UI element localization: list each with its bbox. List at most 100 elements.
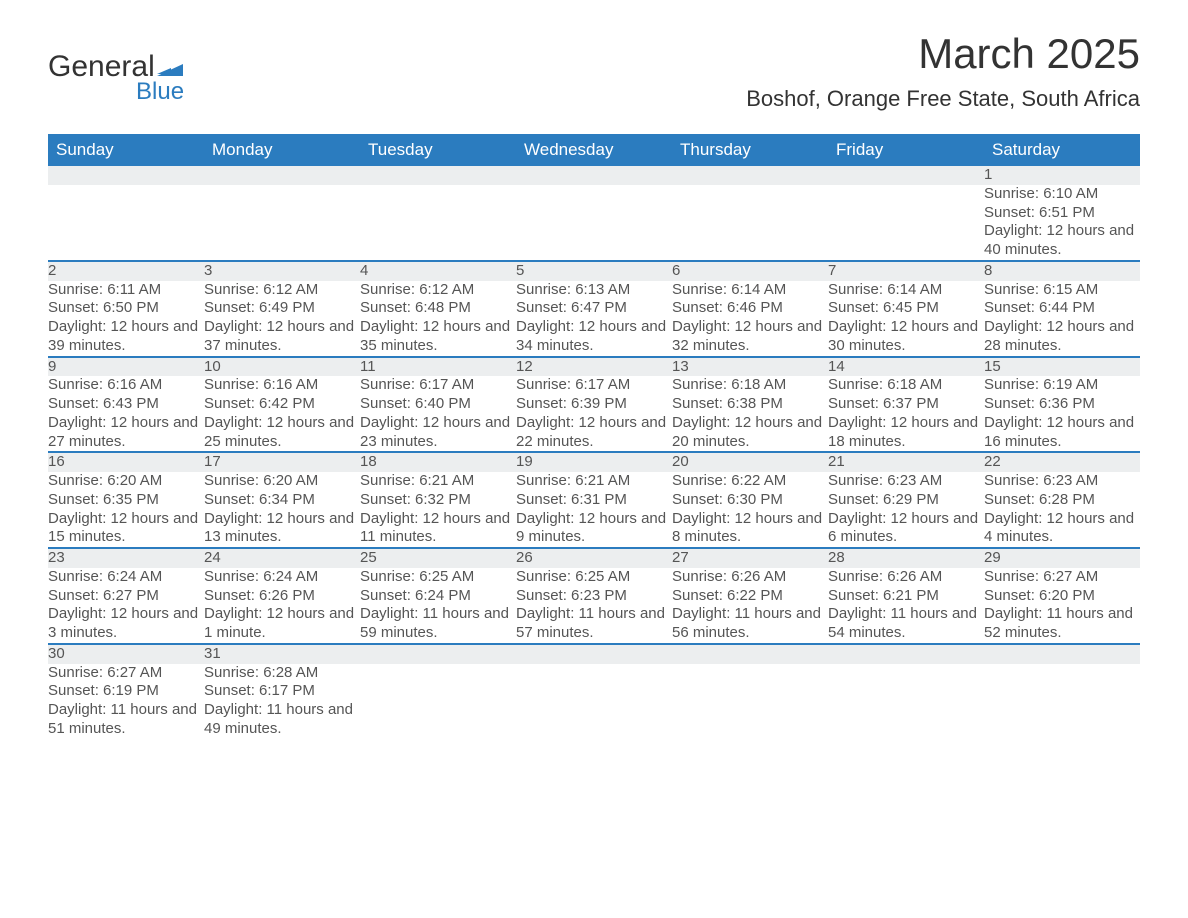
sunset: Sunset: 6:50 PM	[48, 299, 204, 318]
sunset: Sunset: 6:39 PM	[516, 395, 672, 414]
sunrise: Sunrise: 6:17 AM	[360, 376, 516, 395]
sunset: Sunset: 6:24 PM	[360, 587, 516, 606]
sunrise: Sunrise: 6:16 AM	[48, 376, 204, 395]
day-cell: Sunrise: 6:26 AMSunset: 6:22 PMDaylight:…	[672, 568, 828, 644]
day-number: 30	[48, 644, 204, 664]
sunset: Sunset: 6:34 PM	[204, 491, 360, 510]
sunset: Sunset: 6:47 PM	[516, 299, 672, 318]
sunset: Sunset: 6:27 PM	[48, 587, 204, 606]
sunset: Sunset: 6:17 PM	[204, 682, 360, 701]
day-header-row: SundayMondayTuesdayWednesdayThursdayFrid…	[48, 134, 1140, 166]
sunrise: Sunrise: 6:25 AM	[516, 568, 672, 587]
day-cell: Sunrise: 6:27 AMSunset: 6:19 PMDaylight:…	[48, 664, 204, 739]
day-number: 5	[516, 261, 672, 281]
daylight: Daylight: 12 hours and 22 minutes.	[516, 414, 672, 452]
sunrise: Sunrise: 6:21 AM	[360, 472, 516, 491]
flag-icon	[157, 58, 183, 76]
daylight: Daylight: 12 hours and 18 minutes.	[828, 414, 984, 452]
empty-cell	[828, 166, 984, 185]
day-number: 28	[828, 548, 984, 568]
daylight: Daylight: 12 hours and 15 minutes.	[48, 510, 204, 548]
sunset: Sunset: 6:37 PM	[828, 395, 984, 414]
day-cell: Sunrise: 6:21 AMSunset: 6:31 PMDaylight:…	[516, 472, 672, 548]
day-header: Tuesday	[360, 134, 516, 166]
daylight: Daylight: 12 hours and 16 minutes.	[984, 414, 1140, 452]
empty-cell	[828, 664, 984, 739]
day-number: 26	[516, 548, 672, 568]
sunrise: Sunrise: 6:24 AM	[48, 568, 204, 587]
daylight: Daylight: 12 hours and 23 minutes.	[360, 414, 516, 452]
day-cell: Sunrise: 6:12 AMSunset: 6:49 PMDaylight:…	[204, 281, 360, 357]
daylight: Daylight: 11 hours and 49 minutes.	[204, 701, 360, 739]
sunrise: Sunrise: 6:26 AM	[672, 568, 828, 587]
day-number: 6	[672, 261, 828, 281]
sunrise: Sunrise: 6:14 AM	[828, 281, 984, 300]
sunrise: Sunrise: 6:27 AM	[984, 568, 1140, 587]
day-number-row: 23242526272829	[48, 548, 1140, 568]
day-info-row: Sunrise: 6:16 AMSunset: 6:43 PMDaylight:…	[48, 376, 1140, 452]
sunrise: Sunrise: 6:20 AM	[204, 472, 360, 491]
day-cell: Sunrise: 6:24 AMSunset: 6:26 PMDaylight:…	[204, 568, 360, 644]
daylight: Daylight: 12 hours and 6 minutes.	[828, 510, 984, 548]
daylight: Daylight: 12 hours and 30 minutes.	[828, 318, 984, 356]
daylight: Daylight: 12 hours and 34 minutes.	[516, 318, 672, 356]
empty-cell	[516, 644, 672, 664]
sunrise: Sunrise: 6:19 AM	[984, 376, 1140, 395]
sunrise: Sunrise: 6:16 AM	[204, 376, 360, 395]
daylight: Daylight: 12 hours and 37 minutes.	[204, 318, 360, 356]
logo-word2: Blue	[136, 78, 184, 106]
daylight: Daylight: 11 hours and 56 minutes.	[672, 605, 828, 643]
day-number-row: 9101112131415	[48, 357, 1140, 377]
day-info-row: Sunrise: 6:24 AMSunset: 6:27 PMDaylight:…	[48, 568, 1140, 644]
sunrise: Sunrise: 6:12 AM	[360, 281, 516, 300]
empty-cell	[48, 166, 204, 185]
daylight: Daylight: 12 hours and 9 minutes.	[516, 510, 672, 548]
sunrise: Sunrise: 6:23 AM	[828, 472, 984, 491]
sunset: Sunset: 6:46 PM	[672, 299, 828, 318]
sunset: Sunset: 6:20 PM	[984, 587, 1140, 606]
day-number-row: 2345678	[48, 261, 1140, 281]
day-number-row: 16171819202122	[48, 452, 1140, 472]
daylight: Daylight: 11 hours and 57 minutes.	[516, 605, 672, 643]
day-number: 1	[984, 166, 1140, 185]
daylight: Daylight: 12 hours and 28 minutes.	[984, 318, 1140, 356]
sunset: Sunset: 6:43 PM	[48, 395, 204, 414]
day-number: 29	[984, 548, 1140, 568]
day-cell: Sunrise: 6:16 AMSunset: 6:42 PMDaylight:…	[204, 376, 360, 452]
sunset: Sunset: 6:19 PM	[48, 682, 204, 701]
day-number: 23	[48, 548, 204, 568]
day-number: 22	[984, 452, 1140, 472]
empty-cell	[828, 644, 984, 664]
sunrise: Sunrise: 6:18 AM	[828, 376, 984, 395]
day-header: Friday	[828, 134, 984, 166]
daylight: Daylight: 12 hours and 40 minutes.	[984, 222, 1140, 260]
sunset: Sunset: 6:51 PM	[984, 204, 1140, 223]
day-number: 18	[360, 452, 516, 472]
sunrise: Sunrise: 6:13 AM	[516, 281, 672, 300]
day-number: 15	[984, 357, 1140, 377]
sunrise: Sunrise: 6:17 AM	[516, 376, 672, 395]
empty-cell	[360, 664, 516, 739]
sunrise: Sunrise: 6:14 AM	[672, 281, 828, 300]
day-cell: Sunrise: 6:18 AMSunset: 6:38 PMDaylight:…	[672, 376, 828, 452]
day-cell: Sunrise: 6:26 AMSunset: 6:21 PMDaylight:…	[828, 568, 984, 644]
day-number: 19	[516, 452, 672, 472]
day-number: 27	[672, 548, 828, 568]
day-cell: Sunrise: 6:25 AMSunset: 6:23 PMDaylight:…	[516, 568, 672, 644]
day-number: 8	[984, 261, 1140, 281]
daylight: Daylight: 12 hours and 35 minutes.	[360, 318, 516, 356]
sunset: Sunset: 6:49 PM	[204, 299, 360, 318]
empty-cell	[48, 185, 204, 261]
sunset: Sunset: 6:35 PM	[48, 491, 204, 510]
daylight: Daylight: 12 hours and 39 minutes.	[48, 318, 204, 356]
day-header: Sunday	[48, 134, 204, 166]
sunset: Sunset: 6:48 PM	[360, 299, 516, 318]
daylight: Daylight: 12 hours and 25 minutes.	[204, 414, 360, 452]
daylight: Daylight: 12 hours and 1 minute.	[204, 605, 360, 643]
day-number: 11	[360, 357, 516, 377]
day-cell: Sunrise: 6:17 AMSunset: 6:39 PMDaylight:…	[516, 376, 672, 452]
calendar-table: SundayMondayTuesdayWednesdayThursdayFrid…	[48, 134, 1140, 739]
sunrise: Sunrise: 6:28 AM	[204, 664, 360, 683]
day-number: 21	[828, 452, 984, 472]
sunrise: Sunrise: 6:27 AM	[48, 664, 204, 683]
